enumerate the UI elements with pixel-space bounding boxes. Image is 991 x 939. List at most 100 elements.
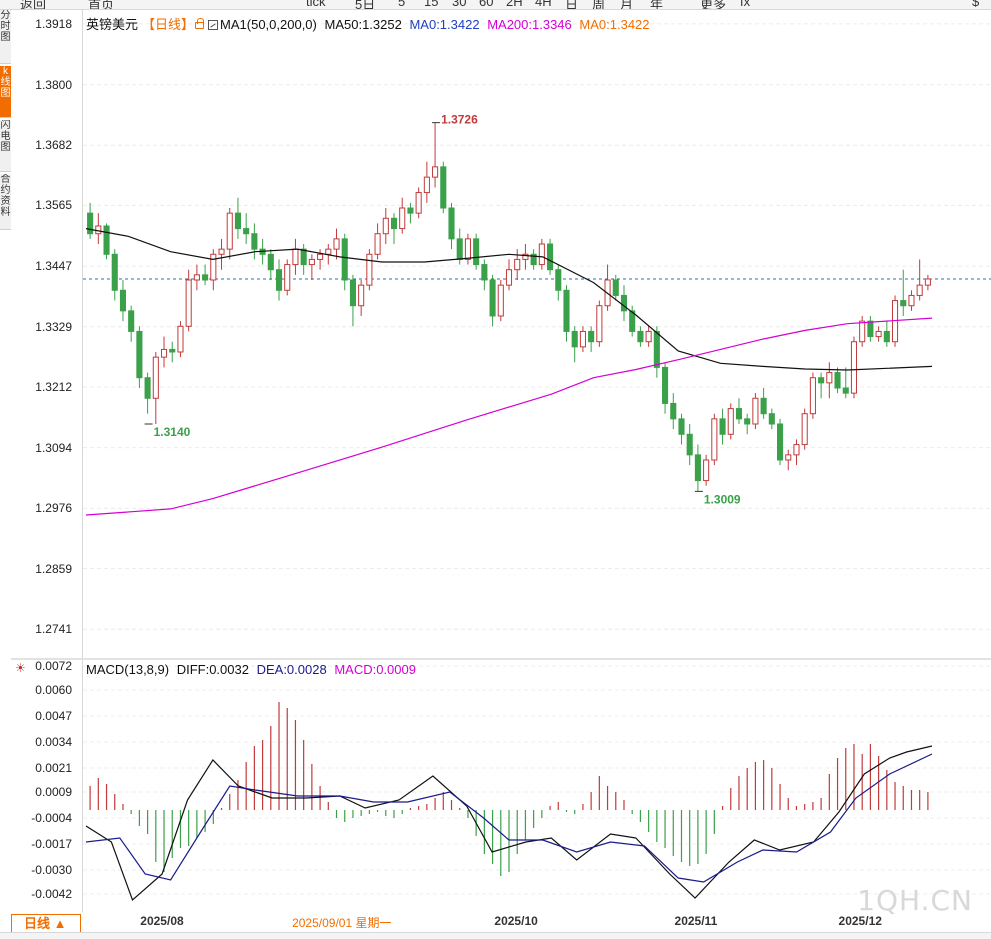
toolbar-item-11[interactable]: 日 bbox=[565, 0, 579, 10]
candle[interactable] bbox=[629, 305, 636, 337]
candle[interactable] bbox=[711, 413, 718, 466]
toolbar-item-0[interactable]: 返回 bbox=[20, 0, 47, 10]
candle[interactable] bbox=[670, 393, 677, 430]
candle[interactable] bbox=[596, 300, 603, 347]
candle[interactable] bbox=[842, 367, 849, 399]
candle[interactable] bbox=[210, 249, 217, 291]
candle[interactable] bbox=[300, 244, 307, 275]
candle[interactable] bbox=[735, 398, 743, 424]
candle[interactable] bbox=[818, 372, 825, 399]
toolbar-item-7[interactable]: 30 bbox=[452, 0, 467, 9]
candle[interactable] bbox=[604, 264, 611, 311]
candle[interactable] bbox=[481, 259, 488, 291]
candle[interactable] bbox=[620, 285, 628, 322]
candle[interactable] bbox=[777, 418, 784, 466]
candle[interactable] bbox=[333, 228, 340, 260]
candle[interactable] bbox=[908, 290, 915, 311]
candle[interactable] bbox=[530, 249, 537, 270]
candle[interactable] bbox=[686, 424, 693, 466]
candle[interactable] bbox=[850, 336, 858, 399]
toolbar-item-12[interactable]: 周 bbox=[592, 0, 606, 10]
candle[interactable] bbox=[374, 223, 381, 260]
candle[interactable] bbox=[834, 367, 841, 394]
candle[interactable] bbox=[136, 326, 143, 388]
candle[interactable] bbox=[703, 454, 710, 486]
candle[interactable] bbox=[177, 321, 184, 358]
candle[interactable] bbox=[119, 280, 127, 322]
pane-separator[interactable] bbox=[11, 658, 991, 660]
toolbar-item-6[interactable]: 15 bbox=[424, 0, 439, 9]
toolbar-item-8[interactable]: 60 bbox=[479, 0, 494, 9]
candle[interactable] bbox=[226, 208, 233, 260]
candle[interactable] bbox=[193, 264, 200, 291]
candle[interactable] bbox=[169, 341, 176, 363]
toolbar-item-5[interactable]: 5 bbox=[398, 0, 406, 9]
candle[interactable] bbox=[883, 321, 890, 347]
candle[interactable] bbox=[694, 444, 701, 492]
candle[interactable] bbox=[366, 249, 373, 291]
candle[interactable] bbox=[538, 238, 545, 270]
candle[interactable] bbox=[415, 187, 422, 219]
candle[interactable] bbox=[522, 244, 529, 270]
candle[interactable] bbox=[859, 316, 866, 347]
candle[interactable] bbox=[382, 208, 389, 244]
candle[interactable] bbox=[727, 403, 734, 440]
candle[interactable] bbox=[202, 264, 209, 286]
candle[interactable] bbox=[571, 326, 578, 363]
candle[interactable] bbox=[407, 202, 414, 224]
candle[interactable] bbox=[464, 233, 471, 265]
period-selector-button[interactable]: 日线 ▲ bbox=[11, 914, 81, 934]
candle[interactable] bbox=[440, 161, 447, 214]
candle[interactable] bbox=[399, 197, 406, 234]
candle[interactable] bbox=[349, 274, 356, 327]
candle[interactable] bbox=[275, 259, 283, 301]
candle[interactable] bbox=[243, 213, 250, 244]
candle[interactable] bbox=[579, 326, 586, 352]
candle[interactable] bbox=[448, 202, 455, 250]
candle[interactable] bbox=[497, 280, 504, 322]
candle[interactable] bbox=[612, 274, 619, 301]
candle[interactable] bbox=[111, 249, 118, 301]
toolbar-item-1[interactable]: 首页 bbox=[88, 0, 115, 10]
candle[interactable] bbox=[826, 362, 833, 399]
candle[interactable] bbox=[160, 336, 168, 368]
candle[interactable] bbox=[563, 285, 570, 342]
candle[interactable] bbox=[358, 280, 365, 316]
toolbar-item-4[interactable]: 5日 bbox=[355, 0, 376, 10]
candle[interactable] bbox=[662, 362, 669, 414]
candle[interactable] bbox=[267, 249, 274, 280]
candle[interactable] bbox=[284, 259, 291, 296]
toolbar-item-15[interactable]: 更多 bbox=[700, 0, 727, 10]
side-tab-0[interactable]: 分时图 bbox=[0, 10, 11, 64]
candle[interactable] bbox=[103, 223, 110, 260]
candle[interactable] bbox=[744, 413, 751, 435]
indicator-settings-icon[interactable] bbox=[208, 20, 219, 30]
candle[interactable] bbox=[547, 238, 554, 275]
toolbar-item-14[interactable]: 年 bbox=[650, 0, 664, 10]
candle[interactable] bbox=[900, 269, 907, 316]
candle[interactable] bbox=[645, 326, 652, 347]
candle[interactable] bbox=[95, 213, 102, 244]
candle[interactable] bbox=[875, 326, 882, 342]
toolbar-item-10[interactable]: 4H bbox=[535, 0, 552, 9]
candle[interactable] bbox=[793, 439, 800, 466]
candle[interactable] bbox=[653, 326, 660, 378]
toolbar-item-9[interactable]: 2H bbox=[506, 0, 523, 9]
candle[interactable] bbox=[785, 449, 792, 471]
candle[interactable] bbox=[390, 213, 398, 244]
candle[interactable] bbox=[924, 274, 931, 291]
side-tab-1[interactable]: k线图 bbox=[0, 66, 11, 118]
candle[interactable] bbox=[473, 233, 480, 270]
candle[interactable] bbox=[152, 352, 159, 424]
candle[interactable] bbox=[588, 326, 595, 352]
candle[interactable] bbox=[678, 413, 685, 445]
candle[interactable] bbox=[317, 249, 324, 270]
candle[interactable] bbox=[555, 264, 562, 301]
candle[interactable] bbox=[505, 259, 513, 291]
candle[interactable] bbox=[637, 326, 644, 347]
candle[interactable] bbox=[144, 372, 151, 414]
candle[interactable] bbox=[768, 408, 775, 430]
candle[interactable] bbox=[916, 259, 923, 301]
candle[interactable] bbox=[423, 161, 430, 203]
